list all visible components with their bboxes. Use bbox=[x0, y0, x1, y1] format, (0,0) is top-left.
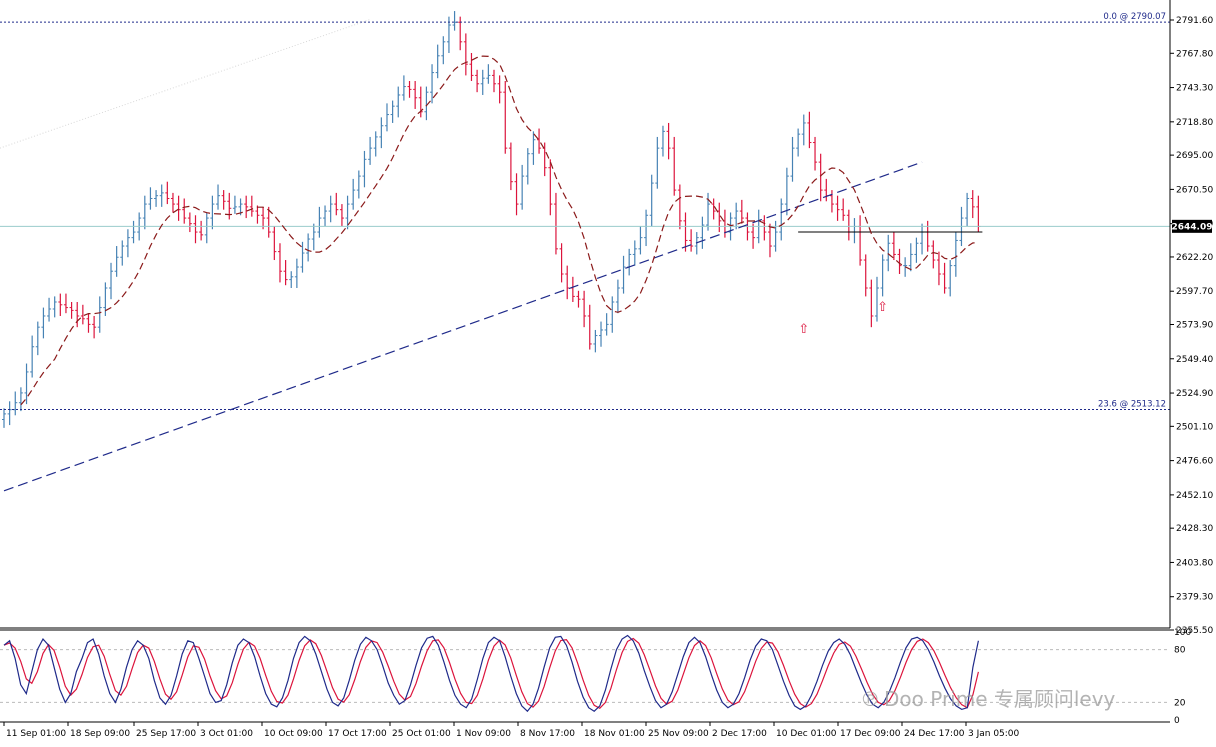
stochastic-d-line bbox=[3, 637, 979, 710]
time-tick-label: 17 Dec 09:00 bbox=[840, 729, 901, 739]
time-tick-label: 18 Sep 09:00 bbox=[70, 729, 130, 739]
time-tick-label: 17 Oct 17:00 bbox=[328, 729, 387, 739]
price-tick-label: 2597.70 bbox=[1176, 287, 1213, 297]
price-tick-label: 2501.10 bbox=[1176, 422, 1213, 432]
overlay-layer: 0.0 @ 2790.07 23.6 @ 2513.12 ⇧ ⇧ bbox=[0, 12, 1170, 492]
arrow-up-icon: ⇧ bbox=[798, 322, 809, 337]
oscillator-tick-label: 20 bbox=[1174, 698, 1186, 708]
price-tick-label: 2355.50 bbox=[1176, 626, 1213, 636]
time-tick-label: 25 Sep 17:00 bbox=[136, 729, 196, 739]
fib-level-label: 23.6 @ 2513.12 bbox=[1098, 400, 1166, 410]
watermark-text: Doo Prime 专属顾问levy bbox=[884, 687, 1116, 711]
fib-level-label: 0.0 @ 2790.07 bbox=[1103, 12, 1166, 22]
price-tick-label: 2695.00 bbox=[1176, 151, 1213, 161]
price-tick-label: 2718.80 bbox=[1176, 118, 1213, 128]
price-tick-label: 2767.80 bbox=[1176, 49, 1213, 59]
price-tick-label: 2670.50 bbox=[1176, 185, 1213, 195]
price-tick-label: 2452.10 bbox=[1176, 491, 1213, 501]
price-tick-label: 2524.90 bbox=[1176, 389, 1213, 399]
time-tick-label: 3 Jan 05:00 bbox=[968, 729, 1020, 739]
stochastic-panel: 100 80 20 0 bbox=[0, 628, 1191, 726]
price-tick-label: 2428.30 bbox=[1176, 524, 1213, 534]
watermark-logo-icon: ℗ bbox=[860, 687, 880, 711]
oscillator-tick-label: 80 bbox=[1174, 646, 1186, 656]
candles-layer bbox=[2, 11, 981, 428]
time-tick-label: 25 Oct 01:00 bbox=[392, 729, 451, 739]
oscillator-tick-label: 0 bbox=[1174, 716, 1180, 726]
time-tick-label: 10 Dec 01:00 bbox=[776, 729, 837, 739]
oscillator-tick-label: 100 bbox=[1174, 628, 1191, 638]
price-tick-label: 2622.20 bbox=[1176, 253, 1213, 263]
upper-guide-line bbox=[0, 18, 371, 149]
price-tick-label: 2743.30 bbox=[1176, 84, 1213, 94]
price-tick-label: 2379.30 bbox=[1176, 593, 1213, 603]
time-tick-label: 3 Oct 01:00 bbox=[200, 729, 253, 739]
price-tick-label: 2549.40 bbox=[1176, 355, 1213, 365]
time-tick-label: 25 Nov 09:00 bbox=[648, 729, 709, 739]
current-price-label: 2644.09 bbox=[1172, 222, 1213, 232]
time-tick-label: 8 Nov 17:00 bbox=[520, 729, 575, 739]
time-tick-label: 11 Sep 01:00 bbox=[6, 729, 66, 739]
time-axis: 11 Sep 01:00 18 Sep 09:00 25 Sep 17:00 3 Oc… bbox=[0, 627, 1170, 739]
time-tick-label: 1 Nov 09:00 bbox=[456, 729, 511, 739]
current-price-badge: 2644.09 bbox=[1172, 219, 1213, 233]
price-tick-label: 2403.80 bbox=[1176, 558, 1213, 568]
price-tick-label: 2476.60 bbox=[1176, 457, 1213, 467]
time-tick-label: 24 Dec 17:00 bbox=[904, 729, 965, 739]
trendline bbox=[3, 161, 923, 492]
time-tick-label: 18 Nov 01:00 bbox=[584, 729, 645, 739]
stochastic-k-line bbox=[3, 634, 979, 713]
price-tick-label: 2791.60 bbox=[1176, 16, 1213, 26]
watermark: ℗ Doo Prime 专属顾问levy bbox=[860, 687, 1116, 711]
time-tick-label: 2 Dec 17:00 bbox=[712, 729, 767, 739]
time-tick-label: 10 Oct 09:00 bbox=[264, 729, 323, 739]
price-tick-label: 2573.90 bbox=[1176, 321, 1213, 331]
arrow-up-icon: ⇧ bbox=[877, 300, 888, 315]
